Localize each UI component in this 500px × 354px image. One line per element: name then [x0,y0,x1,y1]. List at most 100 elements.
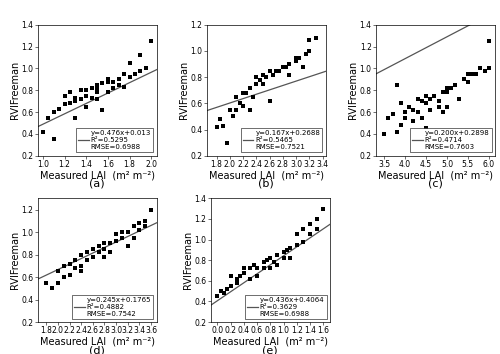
Point [236,101,244,106]
Point [426,107,434,113]
Point [292,59,300,64]
Point [232,94,240,99]
Point [456,96,464,102]
Point [418,98,426,104]
Point [388,112,396,117]
Point [212,124,220,130]
Text: (e): (e) [262,345,278,354]
Point [410,118,418,124]
Point [401,115,409,120]
Y-axis label: RVIFreeman: RVIFreeman [10,61,20,119]
Point [124,243,132,249]
Point [397,101,405,106]
Point [468,71,476,77]
Point [83,257,91,263]
Point [239,103,247,109]
Point [77,269,85,274]
Point [147,207,155,212]
Point [106,240,114,246]
Point [72,265,80,271]
Point [306,232,314,237]
Point [320,206,328,211]
Point [88,85,96,91]
Point [66,101,74,106]
Point [250,263,258,268]
Point [94,243,102,249]
Point [118,235,126,240]
Point [112,232,120,237]
Point [414,96,422,102]
Point [142,65,150,71]
Point [270,259,278,265]
Point [422,93,430,98]
Text: (a): (a) [90,179,105,189]
Text: (d): (d) [90,345,105,354]
Point [286,245,294,251]
Point [480,68,488,74]
Point [60,263,68,269]
Point [242,90,250,96]
Point [77,87,85,93]
Point [141,224,149,229]
Point [89,246,97,252]
Point [464,71,472,77]
Point [50,137,58,142]
Point [60,274,68,280]
Point [233,280,241,286]
Point [484,65,492,71]
Point [380,131,388,137]
Point [48,286,56,291]
Point [94,250,102,255]
Point [229,114,237,119]
Point [77,96,85,102]
Point [226,273,234,279]
Point [438,90,446,95]
Point [252,74,260,80]
Legend: y=0.245x+0.1765
R²=0.4882
RMSE=0.7542: y=0.245x+0.1765 R²=0.4882 RMSE=0.7542 [72,295,154,319]
Point [223,286,231,292]
Point [269,72,277,78]
Point [60,102,68,107]
Point [72,257,80,263]
Point [286,255,294,261]
Point [246,276,254,282]
Point [296,55,304,60]
Point [120,71,128,77]
Point [306,38,314,43]
Point [484,38,492,44]
Point [298,64,306,69]
Point [279,64,287,69]
X-axis label: Measured LAI  (m² m⁻²): Measured LAI (m² m⁻²) [40,337,154,347]
Point [460,76,468,82]
Point [434,98,442,104]
Point [130,224,138,229]
Legend: y=0.167x+0.2688
R²=0.5465
RMSE=0.7521: y=0.167x+0.2688 R²=0.5465 RMSE=0.7521 [241,128,322,152]
Point [130,235,138,240]
Point [266,98,274,104]
Point [42,280,50,286]
Point [66,261,74,267]
Point [236,273,244,279]
Point [216,288,224,294]
Point [246,85,254,91]
Point [100,240,108,246]
Point [136,220,143,226]
Point [233,276,241,282]
Point [98,107,106,113]
Point [72,115,80,120]
Point [104,76,112,82]
Point [106,250,114,255]
Point [286,72,294,78]
Point [114,76,122,82]
Point [293,242,301,247]
Point [89,254,97,259]
Point [418,115,426,120]
Point [292,55,300,60]
Point [82,87,90,93]
Point [286,61,294,67]
Point [266,68,274,74]
Point [306,48,314,54]
Point [39,129,47,135]
Point [476,65,484,71]
Point [406,104,413,109]
